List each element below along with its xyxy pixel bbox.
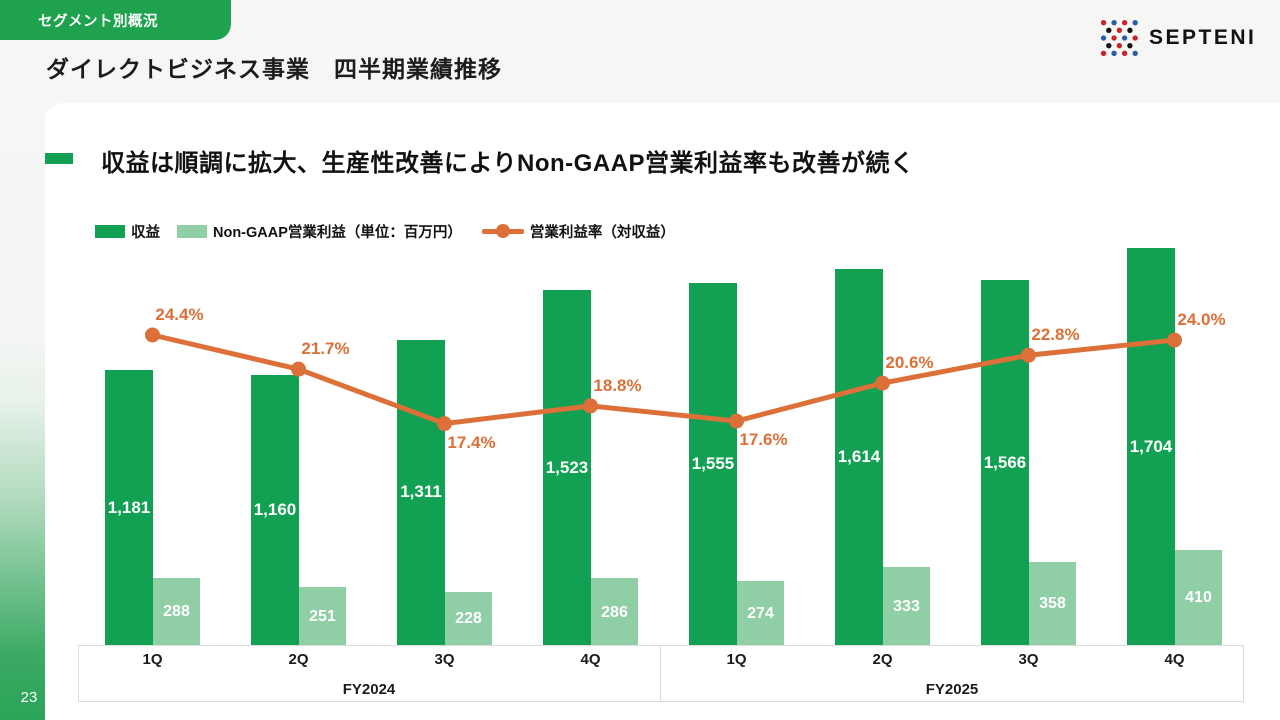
- profit-legend-swatch: [177, 224, 207, 238]
- profit-bar: [1029, 561, 1076, 645]
- profit-legend-label: Non-GAAP営業利益（単位：百万円）: [213, 224, 462, 241]
- profit-value-label: 251: [309, 607, 336, 625]
- profit-value-label: 228: [455, 610, 482, 628]
- chart-legend: 収益 Non-GAAP営業利益（単位：百万円） 営業利益率（対収益）: [95, 221, 675, 241]
- margin-point-label: 17.6%: [739, 430, 788, 450]
- axis-quarter-label: 3Q: [1018, 651, 1039, 668]
- margin-point-label: 22.8%: [1031, 325, 1080, 345]
- profit-value-label: 333: [893, 598, 920, 616]
- revenue-bar: [105, 370, 153, 645]
- axis-quarter-label: 4Q: [1164, 651, 1185, 668]
- revenue-value-label: 1,566: [983, 452, 1027, 472]
- revenue-value-label: 1,160: [253, 499, 297, 519]
- profit-value-label: 274: [747, 605, 774, 623]
- revenue-value-label: 1,555: [691, 453, 735, 473]
- revenue-legend-swatch: [95, 224, 125, 238]
- axis-quarter-label: 1Q: [142, 651, 163, 668]
- fiscal-year-divider: [660, 645, 661, 702]
- margin-line-legend-dot: [495, 224, 510, 238]
- revenue-bar: [835, 269, 883, 645]
- axis-quarter-label: 2Q: [288, 651, 309, 668]
- section-tag: セグメント別概況: [0, 0, 231, 40]
- content-card: [45, 103, 1280, 720]
- revenue-value-label: 1,311: [400, 482, 442, 502]
- axis-fiscal-year-label: FY2025: [925, 681, 979, 698]
- profit-value-label: 410: [1185, 589, 1212, 607]
- profit-bar: [1175, 549, 1222, 645]
- profit-value-label: 286: [601, 603, 628, 621]
- profit-value-label: 358: [1039, 595, 1066, 613]
- profit-bar: [883, 567, 930, 645]
- axis-fiscal-year-label: FY2024: [342, 681, 396, 698]
- revenue-value-label: 1,614: [837, 447, 881, 467]
- margin-point-label: 17.4%: [447, 432, 496, 452]
- section-tag-label: セグメント別概況: [38, 13, 158, 30]
- axis-table: [78, 645, 1244, 702]
- profit-value-label: 288: [163, 603, 190, 621]
- axis-quarter-label: 2Q: [872, 651, 893, 668]
- headline-text: 収益は順調に拡大、生産性改善によりNon-GAAP営業利益率も改善が続く: [101, 150, 915, 177]
- page-number: 23: [20, 689, 38, 706]
- headline-bullet: [45, 153, 73, 164]
- axis-quarter-label: 3Q: [434, 651, 455, 668]
- margin-point-label: 24.4%: [155, 305, 204, 324]
- profit-bar: [299, 586, 346, 645]
- margin-legend-label: 営業利益率（対収益）: [529, 224, 675, 241]
- revenue-value-label: 1,181: [107, 497, 151, 517]
- profit-bar: [591, 578, 638, 645]
- logo-wordmark: SEPTENI: [1149, 26, 1257, 49]
- left-gradient-strip: [0, 0, 45, 720]
- profit-bar: [737, 581, 784, 645]
- revenue-legend-label: 収益: [131, 224, 160, 241]
- margin-point-label: 21.7%: [301, 339, 350, 359]
- profit-bar: [445, 591, 492, 645]
- margin-line-legend-symbol: [481, 224, 524, 238]
- margin-point-label: 24.0%: [1177, 310, 1226, 330]
- page-title: ダイレクトビジネス事業 四半期業績推移: [46, 56, 502, 82]
- revenue-value-label: 1,704: [1129, 436, 1173, 456]
- revenue-bar: [1127, 248, 1175, 645]
- septeni-logo: SEPTENI: [1093, 17, 1256, 59]
- septeni-dots-icon: [1093, 17, 1139, 59]
- axis-quarter-label: 4Q: [580, 651, 601, 668]
- profit-bar: [153, 577, 200, 645]
- margin-point-label: 20.6%: [885, 353, 934, 373]
- revenue-value-label: 1,523: [545, 457, 589, 477]
- axis-quarter-label: 1Q: [726, 651, 747, 668]
- margin-point-label: 18.8%: [593, 375, 642, 395]
